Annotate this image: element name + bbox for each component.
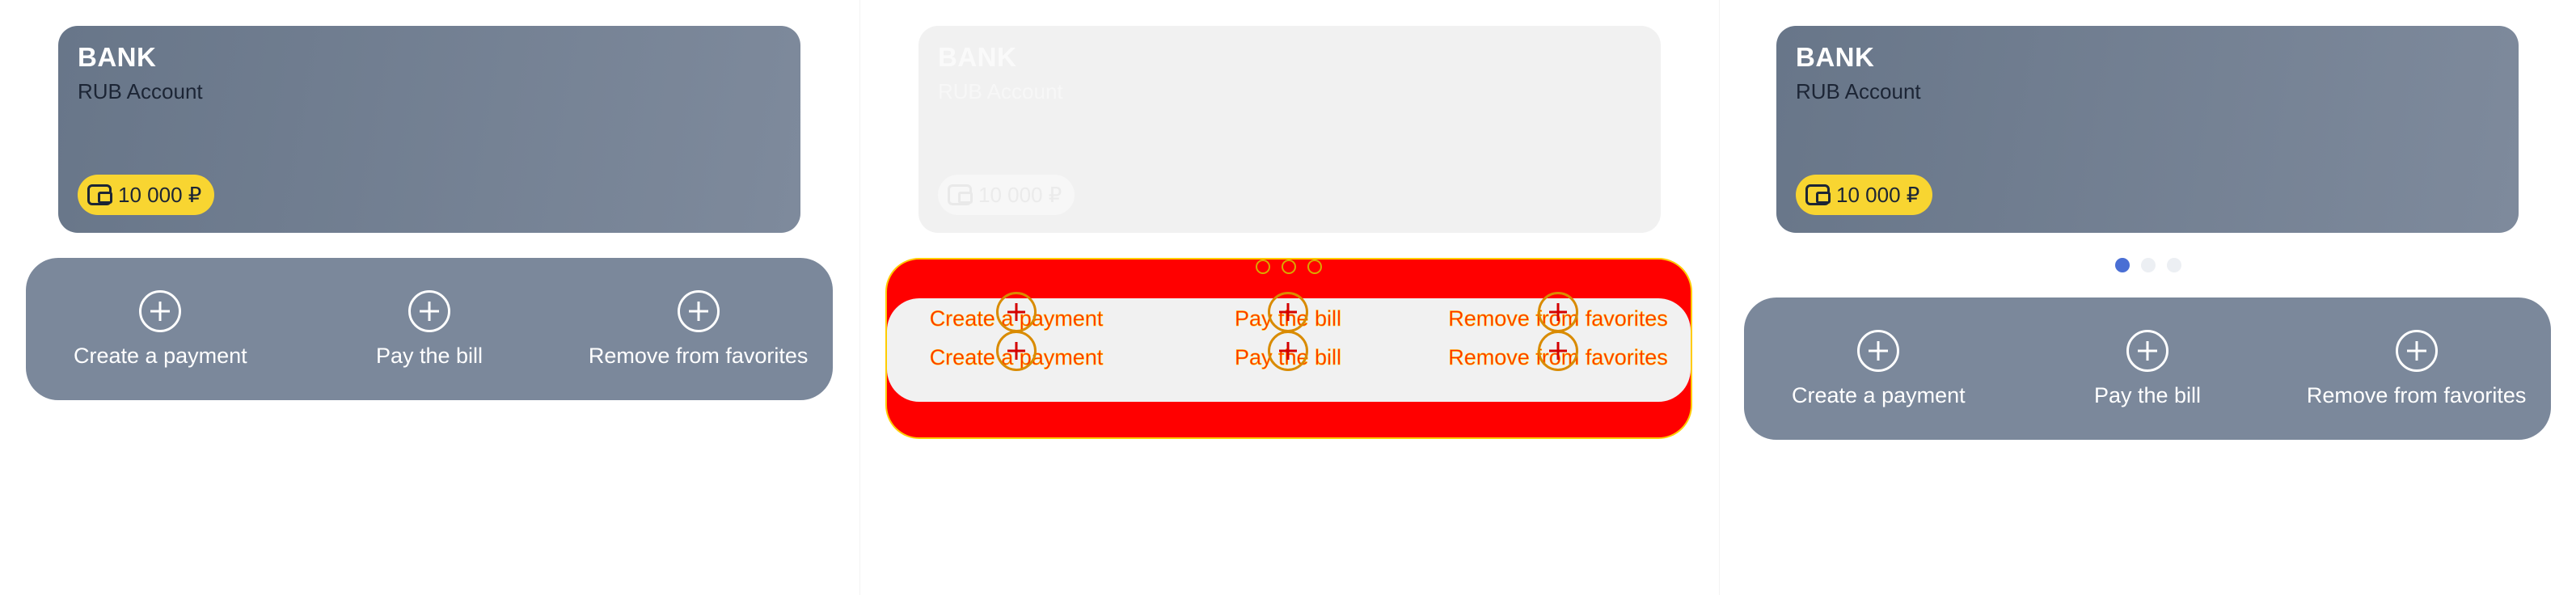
variant-panel-1: BANK RUB Account 10 000 ₽ Create a payme… (0, 0, 859, 595)
balance-badge: 10 000 ₽ (1796, 175, 1933, 215)
action-label: Pay the bill (375, 343, 484, 368)
balance-badge: 10 000 ₽ (938, 175, 1075, 215)
balance-badge: 10 000 ₽ (78, 175, 215, 215)
bank-name: BANK (1796, 42, 1875, 72)
variant-panel-3: BANK RUB Account 10 000 ₽ Create a payme… (1719, 0, 2576, 595)
balance-amount: 10 000 ₽ (1836, 182, 1920, 207)
bank-name: BANK (938, 42, 1017, 72)
plus-circle-icon (1857, 329, 1900, 372)
quick-actions: Create a payment Pay the bill Remove fro… (1744, 298, 2551, 440)
quick-actions: Create a payment Pay the bill Remove fro… (26, 258, 833, 400)
account-card[interactable]: BANK RUB Account 10 000 ₽ (1776, 26, 2519, 233)
wallet-icon (1805, 184, 1831, 205)
plus-circle-icon (2126, 329, 2168, 372)
action-label: Create a payment (74, 343, 247, 368)
wallet-icon (948, 184, 973, 205)
debug-action-remove-favorites-shifted: Remove from favorites (1429, 331, 1687, 371)
remove-favorites-button[interactable]: Remove from favorites (2287, 329, 2546, 408)
plus-circle-icon (2395, 329, 2438, 372)
pager-outline (887, 260, 1691, 274)
pay-bill-button[interactable]: Pay the bill (2018, 329, 2277, 408)
pager-dot (1256, 260, 1270, 274)
account-name: RUB Account (938, 79, 1063, 103)
plus-circle-icon (677, 289, 720, 332)
pager-dot (1307, 260, 1322, 274)
debug-action-create-payment-shifted: Create a payment (887, 331, 1146, 371)
pager-dot[interactable] (2141, 258, 2156, 272)
card-pager (2115, 258, 2181, 272)
balance-amount: 10 000 ₽ (978, 182, 1062, 207)
plus-circle-icon (408, 289, 450, 332)
account-card[interactable]: BANK RUB Account 10 000 ₽ (58, 26, 800, 233)
action-label: Remove from favorites (588, 343, 809, 368)
account-name: RUB Account (78, 79, 203, 103)
wallet-icon (87, 184, 112, 205)
action-label: Pay the bill (2093, 382, 2202, 407)
debug-overlay: Create a payment Create a payment Pay th… (885, 258, 1692, 439)
plus-circle-icon (996, 292, 1037, 332)
create-payment-button[interactable]: Create a payment (1749, 329, 2008, 408)
plus-circle-icon (1268, 331, 1308, 371)
create-payment-button[interactable]: Create a payment (31, 289, 289, 369)
pager-dot-active[interactable] (2115, 258, 2130, 272)
balance-amount: 10 000 ₽ (118, 182, 202, 207)
remove-favorites-button[interactable]: Remove from favorites (569, 289, 828, 369)
plus-circle-icon (1538, 292, 1578, 332)
plus-circle-icon (996, 331, 1037, 371)
account-card-placeholder: BANK RUB Account 10 000 ₽ (918, 26, 1661, 233)
action-label: Create a payment (1792, 382, 1966, 407)
plus-circle-icon (1538, 331, 1578, 371)
plus-circle-icon (1268, 292, 1308, 332)
pager-dot[interactable] (2167, 258, 2181, 272)
debug-action-pay-bill: Pay the bill (1159, 292, 1417, 332)
pager-dot (1282, 260, 1296, 274)
account-name: RUB Account (1796, 79, 1921, 103)
bank-name: BANK (78, 42, 157, 72)
debug-action-create-payment: Create a payment (887, 292, 1146, 332)
pay-bill-button[interactable]: Pay the bill (300, 289, 559, 369)
debug-action-remove-favorites: Remove from favorites (1429, 292, 1687, 332)
debug-action-pay-bill-shifted: Pay the bill (1159, 331, 1417, 371)
plus-circle-icon (139, 289, 182, 332)
action-label: Remove from favorites (2306, 382, 2527, 407)
